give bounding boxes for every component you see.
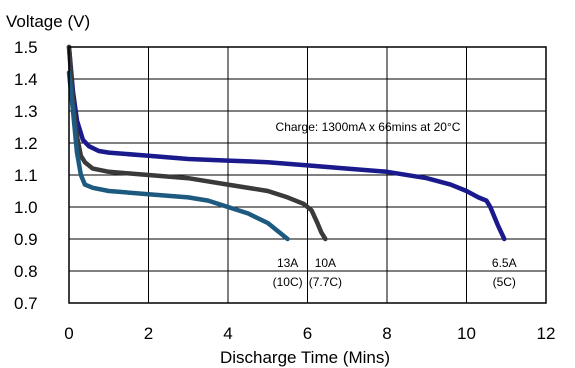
x-tick-label: 10 (457, 324, 476, 343)
series-label: 13A (277, 256, 298, 270)
y-tick-label: 0.7 (14, 294, 38, 313)
series-line (66, 70, 290, 242)
series-label: (7.7C) (309, 275, 342, 289)
y-tick-label: 1.0 (14, 198, 38, 217)
y-tick-label: 1.3 (14, 102, 38, 121)
x-tick-labels: 0 2 4 6 8 10 12 (64, 324, 555, 343)
x-tick-label: 12 (537, 324, 556, 343)
x-tick-label: 8 (382, 324, 391, 343)
series-labels: 6.5A (5C) 10A (7.7C) 13A (10C) (273, 256, 517, 289)
y-tick-label: 1.5 (14, 38, 38, 57)
y-tick-label: 0.8 (14, 262, 38, 281)
plot-frame (68, 46, 547, 304)
y-tick-label: 1.2 (14, 134, 38, 153)
y-tick-label: 0.9 (14, 230, 38, 249)
x-tick-label: 2 (144, 324, 153, 343)
series-label: 10A (315, 256, 336, 270)
x-tick-label: 0 (64, 324, 73, 343)
charge-annotation: Charge: 1300mA x 66mins at 20°C (276, 120, 461, 134)
x-tick-label: 4 (223, 324, 232, 343)
y-axis-title: Voltage (V) (6, 12, 90, 31)
x-tick-label: 6 (303, 324, 312, 343)
series-lines (66, 44, 507, 242)
y-tick-labels: 1.5 1.4 1.3 1.2 1.1 1.0 0.9 0.8 0.7 (14, 38, 38, 313)
y-tick-label: 1.1 (14, 166, 38, 185)
y-tick-label: 1.4 (14, 70, 38, 89)
x-axis-title: Discharge Time (Mins) (220, 348, 390, 367)
series-line (66, 44, 328, 242)
series-label: (10C) (273, 275, 303, 289)
series-label: (5C) (493, 275, 516, 289)
series-line (66, 44, 507, 242)
series-label: 6.5A (492, 256, 517, 270)
